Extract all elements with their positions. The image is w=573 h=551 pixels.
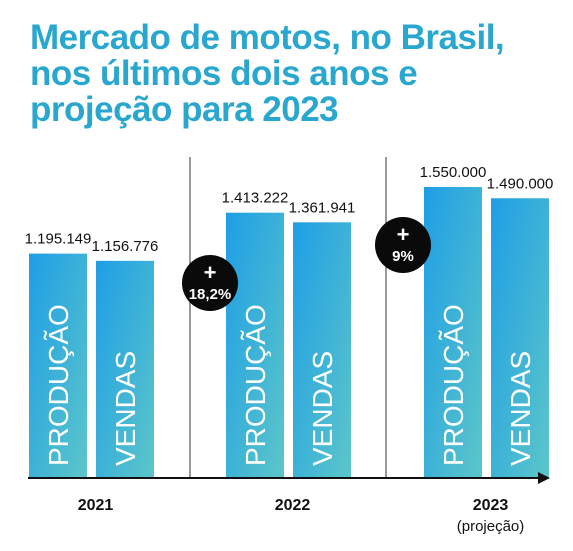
series-label: PRODUÇÃO	[438, 304, 469, 466]
year-label: 2022	[275, 497, 311, 514]
bar-produção-2023	[424, 187, 482, 478]
value-label: 1.361.941	[289, 199, 356, 216]
value-label: 1.490.000	[487, 175, 554, 192]
value-label: 1.156.776	[92, 238, 159, 255]
year-label: 2023	[473, 497, 509, 514]
series-label: VENDAS	[505, 351, 536, 466]
growth-percent: 18,2%	[189, 286, 232, 303]
bar-vendas-2022	[293, 222, 351, 478]
plus-icon: +	[204, 260, 217, 285]
series-label: VENDAS	[307, 351, 338, 466]
bar-produção-2022	[226, 212, 284, 479]
series-label: VENDAS	[110, 351, 141, 466]
year-label: 2021	[78, 497, 114, 514]
value-label: 1.413.222	[222, 190, 289, 207]
bar-vendas-2021	[96, 260, 154, 478]
growth-percent: 9%	[392, 248, 414, 265]
bar-produção-2021	[29, 253, 87, 478]
bar-vendas-2023	[491, 198, 549, 478]
growth-badge	[182, 255, 238, 311]
series-label: PRODUÇÃO	[240, 304, 271, 466]
growth-badge	[375, 217, 431, 273]
category-note: (projeção)	[457, 518, 525, 535]
value-label: 1.550.000	[420, 164, 487, 181]
value-label: 1.195.149	[25, 231, 92, 248]
chart-title: Mercado de motos, no Brasil, nos últimos…	[30, 18, 505, 129]
series-label: PRODUÇÃO	[43, 304, 74, 466]
axis-arrow-icon	[538, 472, 550, 484]
plus-icon: +	[397, 222, 410, 247]
